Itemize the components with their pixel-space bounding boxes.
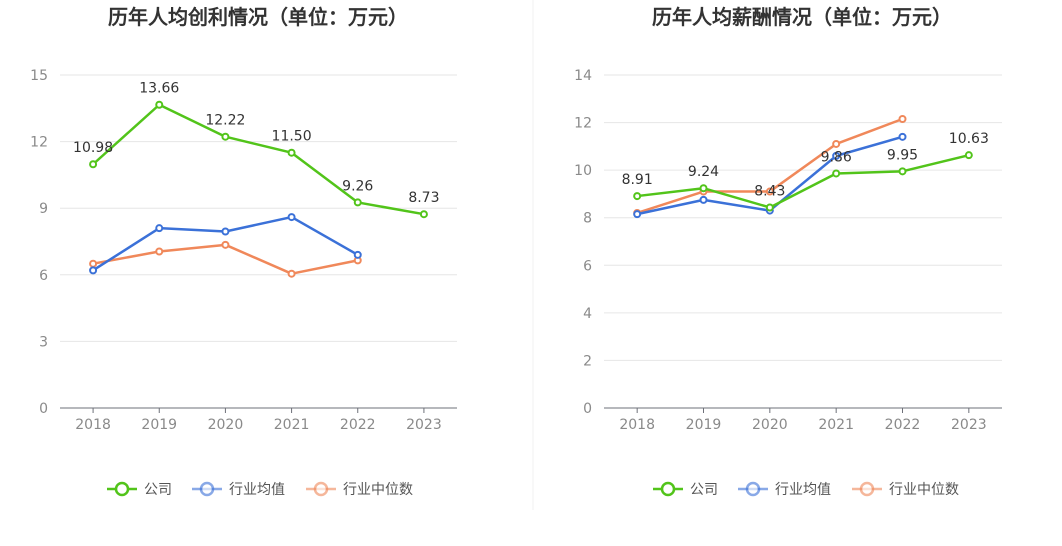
data-point[interactable] <box>419 210 428 219</box>
legend-label: 公司 <box>690 482 718 498</box>
legend-marker <box>859 481 875 497</box>
legend-label: 公司 <box>144 482 172 498</box>
y-tick-label: 0 <box>39 401 48 417</box>
legend-label: 行业均值 <box>229 482 285 498</box>
data-point[interactable] <box>353 198 362 207</box>
x-tick-label: 2021 <box>818 417 854 433</box>
legend-label: 行业均值 <box>775 482 831 498</box>
legend-item[interactable]: 行业中位数 <box>852 481 959 498</box>
legend-marker <box>199 481 215 497</box>
series-line <box>92 103 425 216</box>
series-line <box>637 153 970 209</box>
legend-item[interactable]: 行业均值 <box>192 481 285 498</box>
data-point[interactable] <box>898 115 907 124</box>
data-point[interactable] <box>832 139 841 148</box>
data-point[interactable] <box>221 227 230 236</box>
data-point[interactable] <box>964 151 973 160</box>
y-tick-label: 9 <box>39 201 48 217</box>
x-tick-label: 2020 <box>208 417 244 433</box>
x-tick-label: 2022 <box>885 417 921 433</box>
y-tick-label: 12 <box>30 135 48 151</box>
data-label: 9.95 <box>887 147 918 163</box>
x-tick-label: 2019 <box>686 417 722 433</box>
data-label: 13.66 <box>139 81 179 97</box>
data-point[interactable] <box>89 160 98 169</box>
legend-item[interactable]: 公司 <box>107 481 172 498</box>
data-label: 9.24 <box>688 164 719 180</box>
legend-marker <box>114 481 130 497</box>
y-tick-label: 6 <box>583 258 592 274</box>
chart-panel-1: 历年人均创利情况（单位：万元） 0 3 6 9 12 15 2018 2019 2020 2021 2… <box>30 5 457 498</box>
data-label: 10.98 <box>73 140 113 156</box>
data-point[interactable] <box>832 151 841 160</box>
y-tick-label: 12 <box>574 116 592 132</box>
x-tick-label: 2021 <box>274 417 310 433</box>
data-point[interactable] <box>898 132 907 141</box>
data-label: 11.50 <box>272 129 312 145</box>
data-label: 8.73 <box>408 190 439 206</box>
y-tick-label: 10 <box>574 163 592 179</box>
data-point[interactable] <box>221 132 230 141</box>
data-point[interactable] <box>89 266 98 275</box>
x-tick-label: 2018 <box>75 417 111 433</box>
data-point[interactable] <box>699 184 708 193</box>
data-point[interactable] <box>89 259 98 268</box>
data-point[interactable] <box>832 169 841 178</box>
data-point[interactable] <box>633 192 642 201</box>
legend-marker <box>313 481 329 497</box>
y-tick-label: 2 <box>583 353 592 369</box>
data-point[interactable] <box>633 210 642 219</box>
legend-item[interactable]: 行业均值 <box>738 481 831 498</box>
y-tick-label: 14 <box>574 68 592 84</box>
data-point[interactable] <box>765 203 774 212</box>
data-label: 12.22 <box>205 113 245 129</box>
data-point[interactable] <box>287 213 296 222</box>
chart-panel-2: 历年人均薪酬情况（单位：万元） 0 2 4 6 8 10 12 14 2018 2019 2020 20… <box>574 5 1002 498</box>
data-point[interactable] <box>287 269 296 278</box>
y-tick-label: 0 <box>583 401 592 417</box>
legend-item[interactable]: 行业中位数 <box>306 481 413 498</box>
data-point[interactable] <box>155 224 164 233</box>
data-label: 8.91 <box>622 172 653 188</box>
chart-title: 历年人均创利情况（单位：万元） <box>108 5 408 29</box>
data-label: 9.86 <box>821 149 852 165</box>
legend-label: 行业中位数 <box>343 482 413 498</box>
data-label: 10.63 <box>949 131 989 147</box>
x-tick-label: 2020 <box>752 417 788 433</box>
x-tick-label: 2022 <box>340 417 376 433</box>
data-point[interactable] <box>898 167 907 176</box>
data-point[interactable] <box>765 187 774 196</box>
legend-label: 行业中位数 <box>889 482 959 498</box>
y-tick-label: 8 <box>583 211 592 227</box>
y-tick-label: 4 <box>583 306 592 322</box>
y-tick-label: 15 <box>30 68 48 84</box>
chart-title: 历年人均薪酬情况（单位：万元） <box>652 5 952 29</box>
y-tick-label: 6 <box>39 268 48 284</box>
x-tick-label: 2023 <box>951 417 987 433</box>
legend-marker <box>660 481 676 497</box>
x-tick-label: 2019 <box>141 417 177 433</box>
series-line <box>92 243 358 275</box>
data-label: 9.26 <box>342 178 373 194</box>
data-point[interactable] <box>287 148 296 157</box>
x-tick-label: 2018 <box>619 417 655 433</box>
legend-marker <box>745 481 761 497</box>
legend-item[interactable]: 公司 <box>653 481 718 498</box>
y-tick-label: 3 <box>39 334 48 350</box>
data-label: 8.43 <box>754 183 785 199</box>
data-point[interactable] <box>699 195 708 204</box>
data-point[interactable] <box>155 247 164 256</box>
data-point[interactable] <box>155 100 164 109</box>
data-point[interactable] <box>353 250 362 259</box>
x-tick-label: 2023 <box>406 417 442 433</box>
data-point[interactable] <box>221 240 230 249</box>
series-line <box>636 135 903 216</box>
